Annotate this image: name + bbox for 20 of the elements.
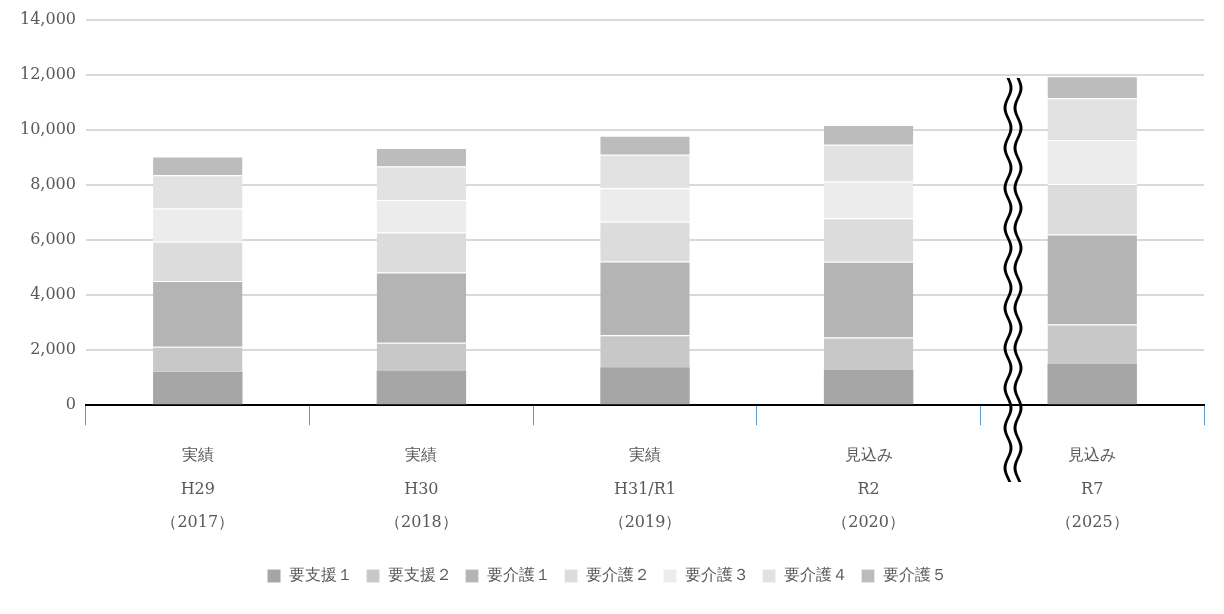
legend-label: 要介護１ <box>486 565 551 585</box>
y-tick-label: 14,000 <box>20 8 76 28</box>
x-tick-label: 見込み R7 （2025） <box>1055 445 1129 532</box>
legend-label: 要介護４ <box>783 565 848 585</box>
y-tick-label: 12,000 <box>20 63 76 83</box>
y-tick-label: 2,000 <box>30 339 76 359</box>
legend-label: 要介護２ <box>585 565 650 585</box>
x-tick-label: 見込み R2 （2020） <box>832 445 905 532</box>
y-tick-label: 0 <box>65 394 76 414</box>
legend-label: 要支援１ <box>288 565 353 585</box>
legend-label: 要介護３ <box>684 565 749 585</box>
x-tick-label: 実績 H30 （2018） <box>385 445 458 532</box>
x-tick-label: 実績 H31/R1 （2019） <box>608 445 682 532</box>
y-tick-label: 8,000 <box>30 174 76 194</box>
x-tick-label: 実績 H29 （2017） <box>161 445 235 532</box>
legend-label: 要介護５ <box>882 565 947 585</box>
legend-label: 要支援２ <box>387 565 452 585</box>
y-tick-label: 6,000 <box>30 229 76 249</box>
y-tick-label: 4,000 <box>30 284 76 304</box>
y-tick-label: 10,000 <box>20 118 76 138</box>
